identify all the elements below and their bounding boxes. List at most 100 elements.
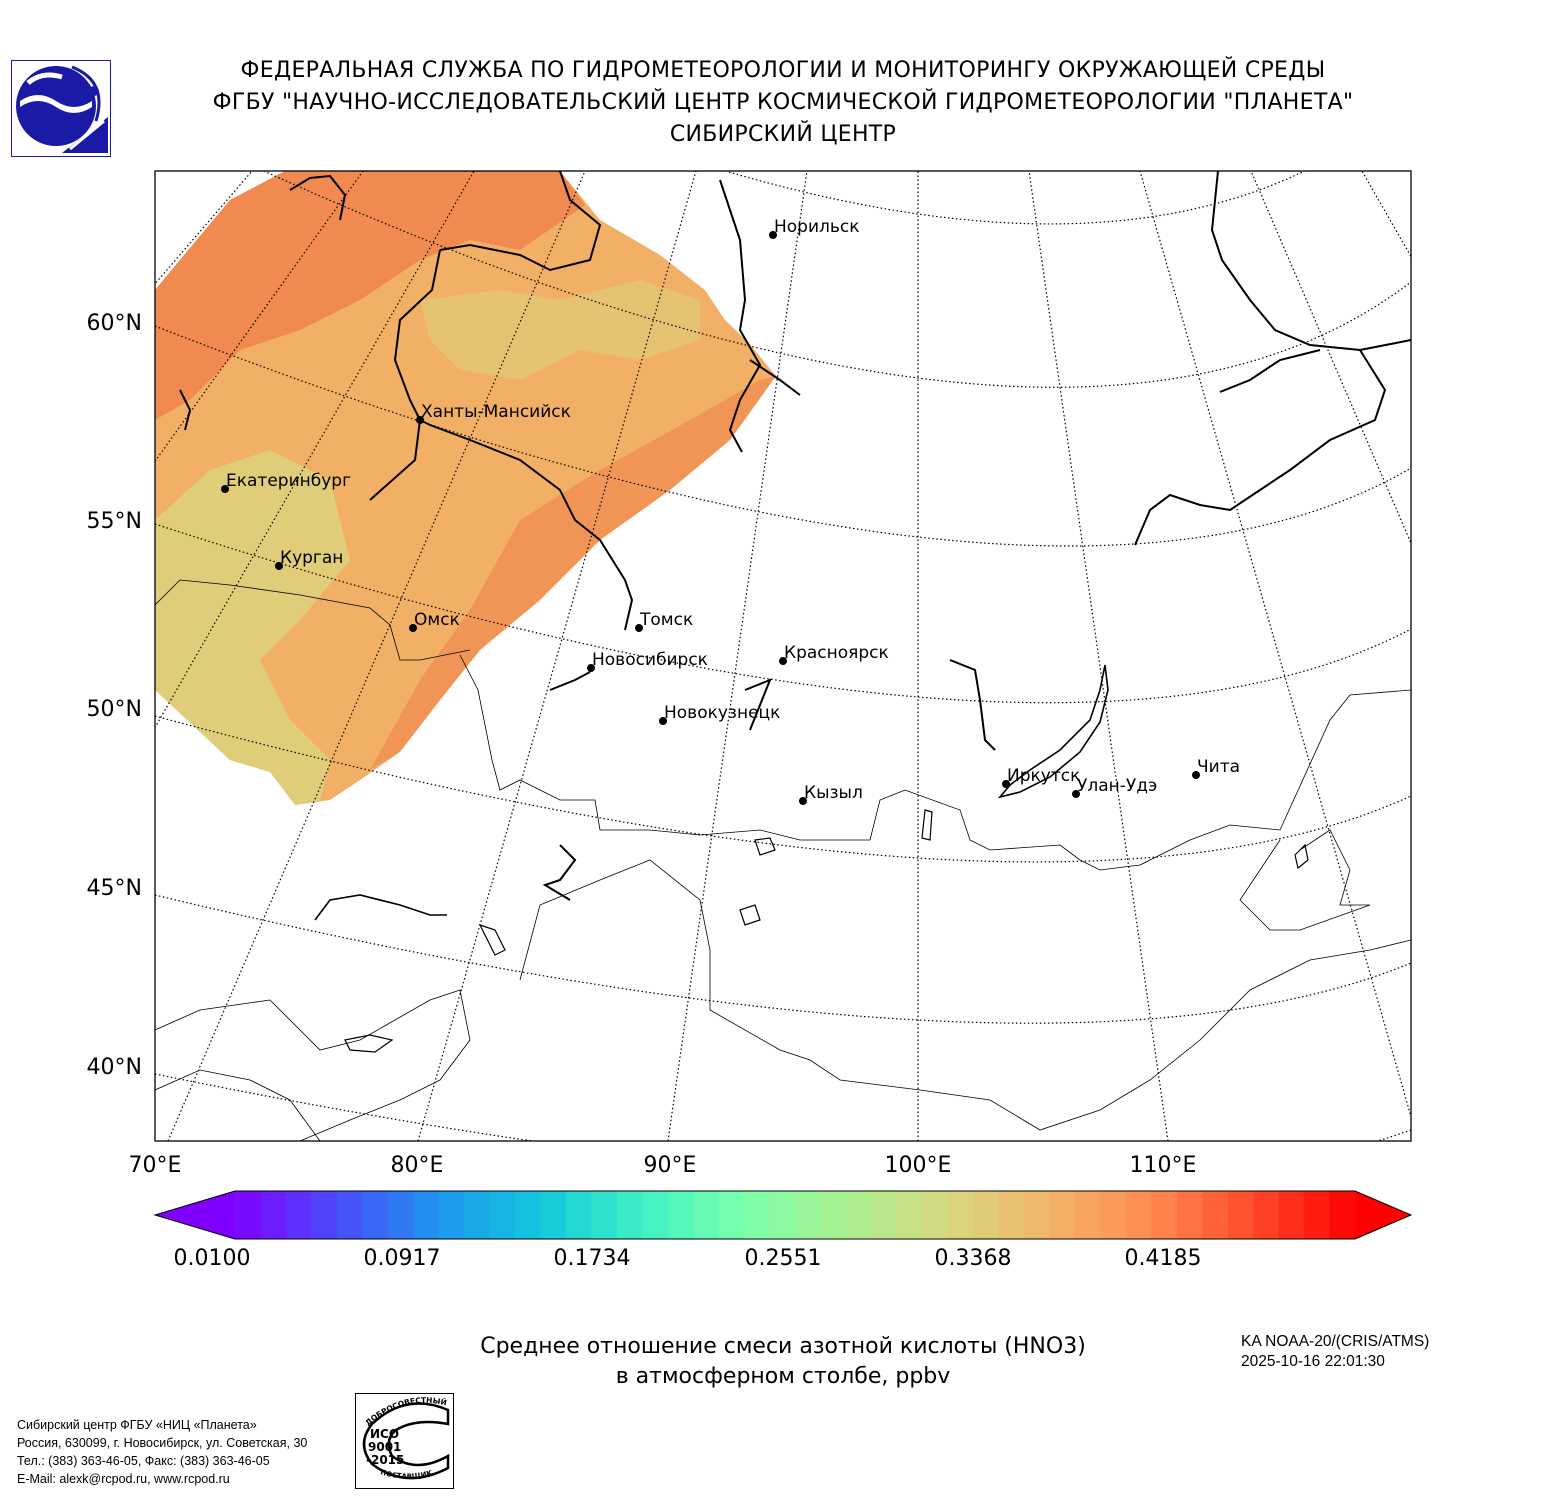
colorbar-segment: [693, 1191, 720, 1239]
colorbar-tick-0: 0.0100: [173, 1246, 251, 1271]
svg-text:-2015: -2015: [366, 1453, 404, 1467]
colorbar-segment: [1227, 1191, 1254, 1239]
colorbar-segment: [973, 1191, 1000, 1239]
meridian-line: [1028, 171, 1169, 1141]
header-line-3: СИБИРСКИЙ ЦЕНТР: [669, 122, 897, 147]
city-marker: Кызыл: [799, 783, 863, 805]
colorbar-segment: [336, 1191, 363, 1239]
colorbar-tick-2: 0.1734: [553, 1246, 631, 1271]
colorbar-max-extension: [1355, 1191, 1411, 1239]
meridian-line: [1139, 171, 1411, 1119]
colorbar-segment: [413, 1191, 440, 1239]
meridian-line: [1250, 171, 1411, 545]
city-marker: Ханты-Мансийск: [416, 402, 571, 424]
lat-label-40: 40°N: [86, 1055, 142, 1080]
iso-stamp: ДОБРОСОВЕСТНЫЙ ПОСТАВЩИК ИСО 9001 -2015: [355, 1393, 454, 1489]
city-dot-icon: [1002, 780, 1010, 788]
city-marker: Томск: [635, 610, 693, 632]
city-marker: Красноярск: [779, 643, 889, 665]
city-dot-icon: [416, 416, 424, 424]
city-markers: Норильск Ханты-Мансийск Екатеринбург Курган…: [221, 217, 1240, 805]
colorbar-segment: [1024, 1191, 1051, 1239]
city-dot-icon: [635, 624, 643, 632]
colorbar-segment: [1125, 1191, 1152, 1239]
colorbar-segment: [565, 1191, 592, 1239]
colorbar-segment: [1253, 1191, 1280, 1239]
city-label: Новокузнецк: [664, 703, 780, 723]
city-label: Норильск: [774, 217, 860, 237]
colorbar-segment: [1151, 1191, 1178, 1239]
colorbar-tick-4: 0.3368: [934, 1246, 1012, 1271]
iso-stamp-icon: ДОБРОСОВЕСТНЫЙ ПОСТАВЩИК ИСО 9001 -2015: [362, 1396, 450, 1481]
address-line-1: Сибирский центр ФГБУ «НИЦ «Планета»: [17, 1418, 257, 1432]
graticule: [155, 171, 1411, 1141]
city-label: Кызыл: [804, 783, 863, 803]
header-line-1: ФЕДЕРАЛЬНАЯ СЛУЖБА ПО ГИДРОМЕТЕОРОЛОГИИ …: [240, 58, 1326, 83]
colorbar-segment: [362, 1191, 389, 1239]
colorbar-segment: [871, 1191, 898, 1239]
colorbar-segment: [235, 1191, 262, 1239]
city-marker: Новокузнецк: [659, 703, 780, 725]
city-label: Екатеринбург: [226, 471, 351, 491]
city-label: Ханты-Мансийск: [421, 402, 571, 422]
city-marker: Екатеринбург: [221, 471, 351, 493]
colorbar-segment: [1075, 1191, 1102, 1239]
city-marker: Новосибирск: [587, 650, 708, 672]
city-dot-icon: [799, 797, 807, 805]
colorbar-segment: [947, 1191, 974, 1239]
colorbar-tick-3: 0.2551: [744, 1246, 822, 1271]
svg-text:ИСО: ИСО: [370, 1427, 399, 1441]
svg-text:9001: 9001: [368, 1440, 401, 1454]
parallel-line: [155, 523, 1411, 704]
datetime-label: 2025-10-16 22:01:30: [1241, 1353, 1385, 1370]
lat-label-45: 45°N: [86, 876, 142, 901]
colorbar-tick-5: 0.4185: [1124, 1246, 1202, 1271]
city-dot-icon: [1072, 790, 1080, 798]
lat-label-60: 60°N: [86, 311, 142, 336]
colorbar-segment: [311, 1191, 338, 1239]
colorbar-segment: [285, 1191, 312, 1239]
colorbar-segment: [1329, 1191, 1356, 1239]
city-label: Улан-Удэ: [1077, 776, 1157, 796]
lat-label-55: 55°N: [86, 509, 142, 534]
colorbar-segment: [1049, 1191, 1076, 1239]
colorbar-segment: [515, 1191, 542, 1239]
colorbar-segment: [540, 1191, 567, 1239]
colorbar-segment: [1100, 1191, 1127, 1239]
colorbar-segment: [795, 1191, 822, 1239]
lon-label-100: 100°E: [884, 1153, 952, 1178]
product-title-line-2: в атмосферном столбе, ppbv: [615, 1364, 951, 1389]
parallel-line: [155, 715, 1411, 863]
city-label: Красноярск: [784, 643, 889, 663]
meridian-line: [417, 171, 697, 1141]
city-label: Иркутск: [1007, 766, 1080, 786]
city-marker: Чита: [1192, 757, 1240, 779]
city-label: Чита: [1197, 757, 1240, 777]
map-plot: Норильск Ханты-Мансийск Екатеринбург Курган…: [154, 170, 1412, 1142]
colorbar-segment: [1176, 1191, 1203, 1239]
colorbar-segment: [642, 1191, 669, 1239]
city-dot-icon: [221, 485, 229, 493]
borders: [155, 579, 1411, 1141]
colorbar-segment: [260, 1191, 287, 1239]
colorbar: [153, 1190, 1413, 1240]
lon-label-90: 90°E: [643, 1153, 697, 1178]
colorbar-segment: [1304, 1191, 1331, 1239]
meridian-line: [667, 171, 808, 1141]
city-marker: Улан-Удэ: [1072, 776, 1157, 798]
city-dot-icon: [1192, 771, 1200, 779]
colorbar-segment: [387, 1191, 414, 1239]
parallel-line: [262, 171, 1411, 388]
colorbar-segment: [769, 1191, 796, 1239]
colorbar-tick-1: 0.0917: [363, 1246, 441, 1271]
satellite-label: KA NOAA-20/(CRIS/ATMS): [1241, 1333, 1430, 1350]
roshydromet-logo: [11, 60, 111, 157]
city-dot-icon: [409, 624, 417, 632]
colorbar-segment: [616, 1191, 643, 1239]
map-frame: [154, 170, 1412, 1142]
colorbar-segment: [922, 1191, 949, 1239]
colorbar-outline: [153, 1190, 1413, 1240]
colorbar-segment: [1278, 1191, 1305, 1239]
colorbar-segment: [718, 1191, 745, 1239]
colorbar-segment: [438, 1191, 465, 1239]
